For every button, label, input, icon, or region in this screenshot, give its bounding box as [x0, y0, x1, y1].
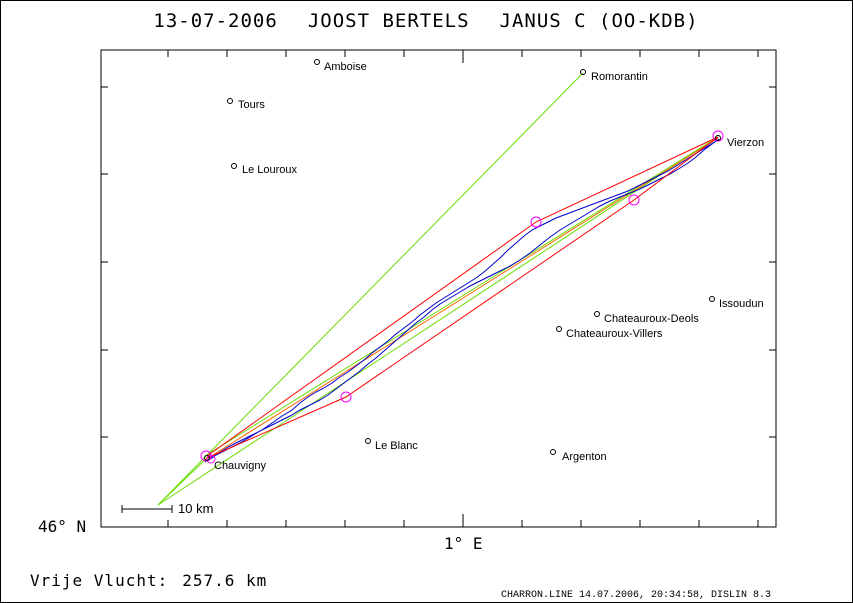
town-marker-tours	[227, 98, 233, 104]
distance-value: 257.6 km	[182, 571, 267, 590]
lon-axis-label: 1° E	[444, 534, 483, 553]
town-marker-argenton	[550, 449, 556, 455]
town-label-romorantin: Romorantin	[591, 71, 648, 83]
top-ticks	[167, 50, 759, 63]
task-lines	[206, 136, 719, 459]
pilot-name: JOOST BERTELS	[308, 10, 470, 32]
scale-bar: 10 km	[121, 501, 213, 516]
glider-name: JANUS C (OO-KDB)	[500, 10, 699, 32]
town-label-argenton: Argenton	[562, 451, 607, 463]
scale-bar-label: 10 km	[178, 501, 213, 516]
town-label-chateauroux-villers: Chateauroux-Villers	[566, 328, 663, 340]
right-ticks	[769, 86, 776, 438]
town-label-le-louroux: Le Louroux	[242, 164, 298, 176]
town-markers: Amboise Romorantin Tours Le Louroux Vier…	[204, 59, 764, 472]
distance-text: Vrije Vlucht: 257.6 km	[30, 571, 267, 590]
town-marker-romorantin	[580, 69, 586, 75]
town-marker-amboise	[314, 59, 320, 65]
left-ticks	[101, 86, 108, 438]
distance-label: Vrije Vlucht:	[30, 571, 168, 590]
town-label-vierzon: Vierzon	[727, 137, 764, 149]
town-label-issoudun: Issoudun	[719, 298, 764, 310]
town-marker-issoudun	[709, 296, 715, 302]
town-marker-chauvigny	[204, 455, 210, 461]
town-marker-chateauroux-villers	[556, 326, 562, 332]
turnpoints	[200, 130, 724, 464]
town-marker-le-louroux	[231, 163, 237, 169]
town-marker-le-blanc	[365, 438, 371, 444]
map-box	[100, 49, 777, 528]
turnpoint-south	[340, 391, 352, 403]
turnpoint-east	[628, 194, 640, 206]
turnpoint-north	[530, 216, 542, 228]
final-leg-line	[204, 137, 719, 461]
turnpoint-finish	[206, 454, 216, 464]
town-label-chateauroux-deols: Chateauroux-Deols	[604, 313, 699, 325]
turnpoint-start	[200, 450, 212, 462]
chart-title: 13-07-2006 JOOST BERTELS JANUS C (OO-KDB)	[153, 10, 698, 32]
town-marker-chateauroux-deols	[594, 311, 600, 317]
town-marker-vierzon	[715, 135, 721, 141]
sector-lines	[157, 72, 719, 506]
town-label-le-blanc: Le Blanc	[375, 440, 418, 452]
town-label-tours: Tours	[238, 99, 265, 111]
town-label-chauvigny: Chauvigny	[214, 460, 266, 472]
flight-date: 13-07-2006	[153, 10, 277, 32]
bottom-ticks	[167, 514, 759, 527]
lat-axis-label: 46° N	[38, 517, 86, 536]
footer-info: CHARRON.LINE 14.07.2006, 20:34:58, DISLI…	[501, 590, 771, 601]
town-label-amboise: Amboise	[324, 61, 367, 73]
